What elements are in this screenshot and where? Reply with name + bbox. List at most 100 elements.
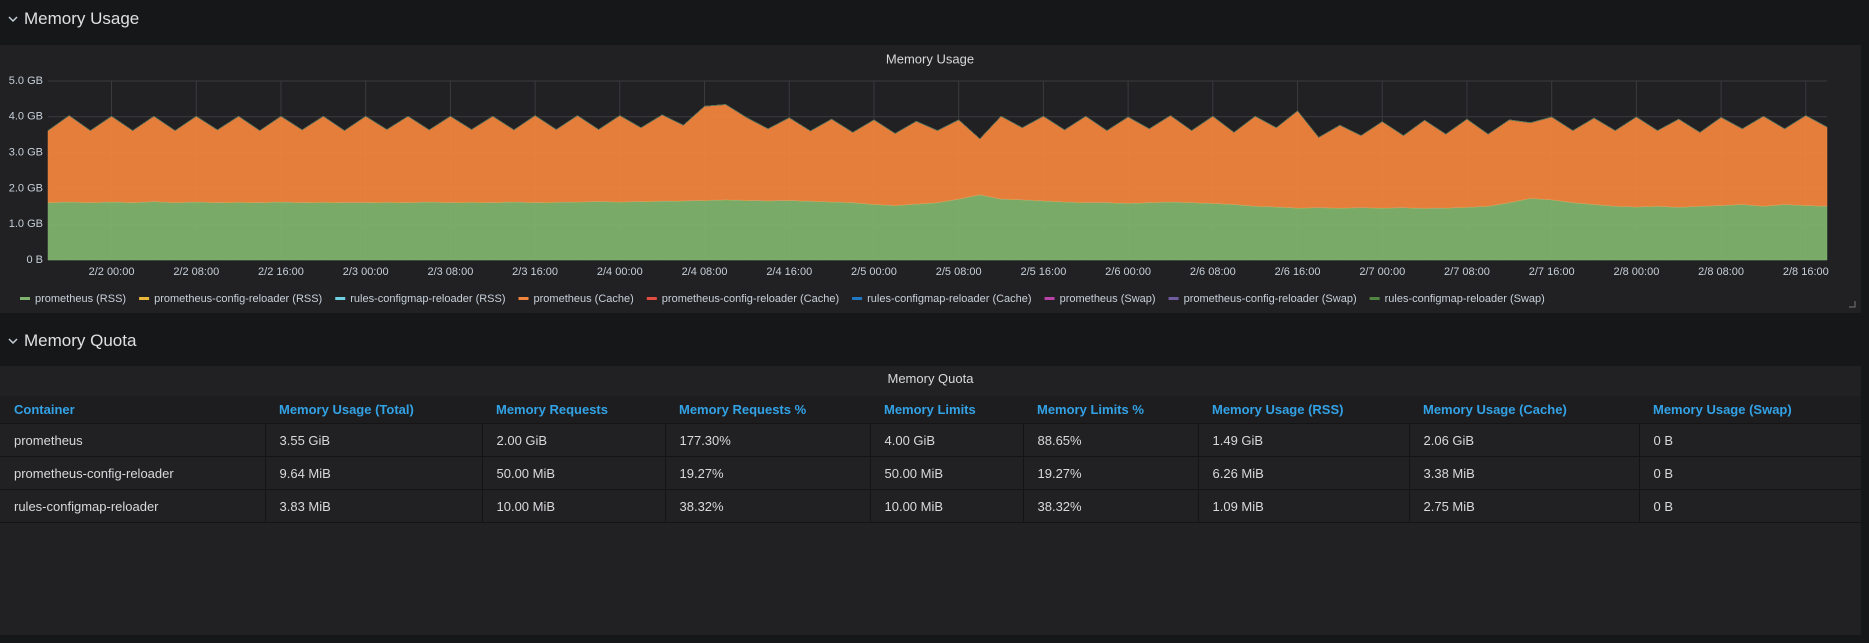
panel-title: Memory Quota xyxy=(887,371,974,386)
y-tick-label: 0 B xyxy=(26,254,43,266)
column-header[interactable]: Memory Usage (Cache) xyxy=(1409,396,1639,424)
legend-swatch xyxy=(335,297,346,300)
areas xyxy=(47,104,1828,261)
x-tick-label: 2/3 00:00 xyxy=(343,266,389,278)
table: Container Memory Usage (Total) Memory Requ… xyxy=(0,396,1861,523)
y-tick-label: 1.0 GB xyxy=(9,218,43,230)
legend-item[interactable]: prometheus-config-reloader (RSS) xyxy=(139,293,322,305)
table-cell: 50.00 MiB xyxy=(481,456,665,490)
x-tick-label: 2/5 08:00 xyxy=(936,266,982,278)
legend-swatch xyxy=(1369,297,1380,300)
x-tick-label: 2/6 00:00 xyxy=(1105,266,1151,278)
x-tick-label: 2/2 16:00 xyxy=(258,266,304,278)
table-cell: 1.09 MiB xyxy=(1197,489,1409,523)
legend-label: rules-configmap-reloader (RSS) xyxy=(350,293,505,305)
table-cell: 88.65% xyxy=(1022,423,1198,457)
header-row: Container Memory Usage (Total) Memory Requ… xyxy=(0,396,1861,424)
table-cell: 0 B xyxy=(1638,489,1861,523)
table-cell: 10.00 MiB xyxy=(869,489,1023,523)
column-header[interactable]: Memory Requests % xyxy=(665,396,870,424)
table-cell: 19.27% xyxy=(1022,456,1198,490)
legend-label: prometheus (RSS) xyxy=(35,293,126,305)
x-tick-label: 2/4 16:00 xyxy=(766,266,812,278)
table-cell: rules-configmap-reloader xyxy=(0,489,265,523)
table-cell: 9.64 MiB xyxy=(264,456,482,490)
row-header[interactable]: Memory Quota xyxy=(8,331,136,351)
x-tick-label: 2/8 08:00 xyxy=(1698,266,1744,278)
legend-label: rules-configmap-reloader (Swap) xyxy=(1385,293,1545,305)
table-cell: 3.38 MiB xyxy=(1408,456,1639,490)
table-cell: 2.00 GiB xyxy=(481,423,665,457)
table-cell: 177.30% xyxy=(664,423,870,457)
y-tick-label: 2.0 GB xyxy=(9,182,43,194)
legend-item[interactable]: prometheus-config-reloader (Swap) xyxy=(1168,293,1357,305)
table-cell: 6.26 MiB xyxy=(1197,456,1409,490)
table-cell: 19.27% xyxy=(664,456,870,490)
column-header[interactable]: Memory Requests xyxy=(482,396,665,424)
column-header[interactable]: Memory Limits % xyxy=(1023,396,1198,424)
legend-swatch xyxy=(518,297,529,300)
area xyxy=(47,194,1828,261)
legend-item[interactable]: rules-configmap-reloader (Cache) xyxy=(852,293,1032,305)
x-tick-label: 2/5 00:00 xyxy=(851,266,897,278)
table-cell: prometheus-config-reloader xyxy=(0,456,265,490)
table-cell: 38.32% xyxy=(664,489,870,523)
legend-swatch xyxy=(852,297,863,300)
y-tick-label: 5.0 GB xyxy=(9,75,43,87)
row-header[interactable]: Memory Usage xyxy=(8,9,139,29)
row-title: Memory Quota xyxy=(24,331,137,350)
x-tick-label: 2/3 08:00 xyxy=(427,266,473,278)
table-cell: 3.55 GiB xyxy=(264,423,482,457)
chevron xyxy=(8,338,18,345)
x-tick-label: 2/5 16:00 xyxy=(1020,266,1066,278)
resize-handle[interactable] xyxy=(1849,301,1856,308)
x-tick-label: 2/7 16:00 xyxy=(1529,266,1575,278)
table-cell: 38.32% xyxy=(1022,489,1198,523)
table-row: prometheus 3.55 GiB 2.00 GiB 177.30% 4.00 Gi… xyxy=(0,423,1861,457)
column-header[interactable]: Memory Limits xyxy=(870,396,1023,424)
legend-item[interactable]: prometheus-config-reloader (Cache) xyxy=(646,293,839,305)
x-tick-label: 2/6 08:00 xyxy=(1190,266,1236,278)
legend-label: prometheus (Cache) xyxy=(534,293,634,305)
table-row: prometheus-config-reloader 9.64 MiB 50.00 … xyxy=(0,456,1861,490)
x-tick-label: 2/3 16:00 xyxy=(512,266,558,278)
x-tick-label: 2/7 00:00 xyxy=(1359,266,1405,278)
table-cell: 4.00 GiB xyxy=(869,423,1023,457)
y-tick-label: 4.0 GB xyxy=(9,111,43,123)
column-header[interactable]: Container xyxy=(0,396,265,424)
table-cell: 2.75 MiB xyxy=(1408,489,1639,523)
table-cell: 50.00 MiB xyxy=(869,456,1023,490)
table-cell: 1.49 GiB xyxy=(1197,423,1409,457)
legend-item[interactable]: rules-configmap-reloader (Swap) xyxy=(1369,293,1545,305)
x-tick-label: 2/8 16:00 xyxy=(1783,266,1829,278)
legend-item[interactable]: rules-configmap-reloader (RSS) xyxy=(335,293,506,305)
x-tick-label: 2/4 08:00 xyxy=(682,266,728,278)
area xyxy=(47,104,1828,209)
legend-item[interactable]: prometheus (Cache) xyxy=(518,293,634,305)
legend-swatch xyxy=(1044,297,1055,300)
column-header[interactable]: Memory Usage (Total) xyxy=(265,396,482,424)
x-tick-label: 2/4 00:00 xyxy=(597,266,643,278)
legend-item[interactable]: prometheus (RSS) xyxy=(20,293,126,305)
table-cell: 0 B xyxy=(1638,456,1861,490)
legend-swatch xyxy=(1168,297,1179,300)
x-tick-label: 2/2 08:00 xyxy=(173,266,219,278)
legend-label: prometheus-config-reloader (Swap) xyxy=(1184,293,1357,305)
legend-item[interactable]: prometheus (Swap) xyxy=(1044,293,1156,305)
chart: Memory Usage 0 B 1.0 GB 2.0 GB 3.0 GB 4.0 GB… xyxy=(9,51,1856,308)
area xyxy=(47,104,1828,140)
legend-label: rules-configmap-reloader (Cache) xyxy=(867,293,1031,305)
table-cell: 10.00 MiB xyxy=(481,489,665,523)
panel-title: Memory Usage xyxy=(886,51,974,66)
legend-swatch xyxy=(646,297,657,300)
legend-label: prometheus-config-reloader (RSS) xyxy=(154,293,322,305)
table-cell: 2.06 GiB xyxy=(1408,423,1639,457)
legend-label: prometheus-config-reloader (Cache) xyxy=(662,293,839,305)
table-panel: Memory Quota Container Memory Usage (Tota… xyxy=(0,366,1861,635)
chevron xyxy=(8,16,18,23)
table-cell: 3.83 MiB xyxy=(264,489,482,523)
x-tick-label: 2/2 00:00 xyxy=(89,266,135,278)
column-header[interactable]: Memory Usage (RSS) xyxy=(1198,396,1409,424)
column-header[interactable]: Memory Usage (Swap) xyxy=(1639,396,1861,424)
row-title: Memory Usage xyxy=(24,9,140,28)
